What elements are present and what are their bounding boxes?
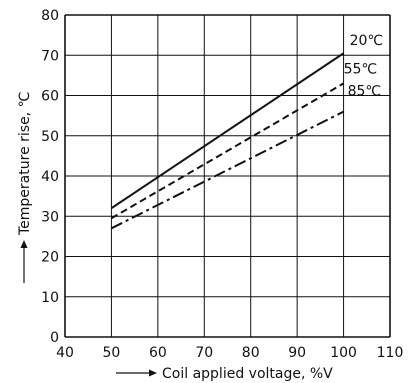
x-tick-label: 40 [56, 345, 74, 361]
x-tick-label: 70 [195, 345, 213, 361]
y-tick-label: 0 [50, 330, 59, 346]
y-axis-label: Temperature rise, ℃ [17, 92, 33, 236]
y-tick-label: 30 [41, 209, 59, 225]
x-tick-label: 110 [377, 345, 404, 361]
y-axis-title: Temperature rise, ℃ [17, 92, 33, 283]
y-tick-label: 60 [41, 89, 59, 105]
y-tick-label: 50 [41, 129, 59, 145]
x-tick-label: 90 [288, 345, 306, 361]
tick-labels: 40 50 60 70 80 90 100 110 0 10 20 30 40 50 60 70 80 [41, 8, 403, 361]
y-tick-label: 40 [41, 169, 59, 185]
x-axis-label: Coil applied voltage, %V [162, 366, 333, 382]
series-label: 55℃ [344, 61, 378, 77]
x-axis-arrow-icon [149, 369, 157, 377]
y-tick-label: 80 [41, 8, 59, 24]
grid [64, 14, 391, 338]
series-lines [110, 52, 345, 230]
series-line-85c [110, 110, 345, 230]
series-label: 85℃ [348, 84, 382, 100]
y-tick-label: 70 [41, 48, 59, 64]
series-labels: 20℃ 55℃ 85℃ [344, 33, 384, 99]
y-tick-label: 20 [41, 250, 59, 266]
x-tick-label: 100 [330, 345, 357, 361]
y-tick-label: 10 [41, 290, 59, 306]
series-line-55c [110, 82, 345, 220]
y-axis-arrow-icon [20, 240, 28, 248]
x-tick-label: 80 [242, 345, 260, 361]
x-tick-label: 50 [103, 345, 121, 361]
series-label: 20℃ [350, 33, 384, 49]
x-axis-title: Coil applied voltage, %V [116, 366, 333, 382]
x-tick-label: 60 [149, 345, 167, 361]
series-line-20c [110, 52, 345, 210]
